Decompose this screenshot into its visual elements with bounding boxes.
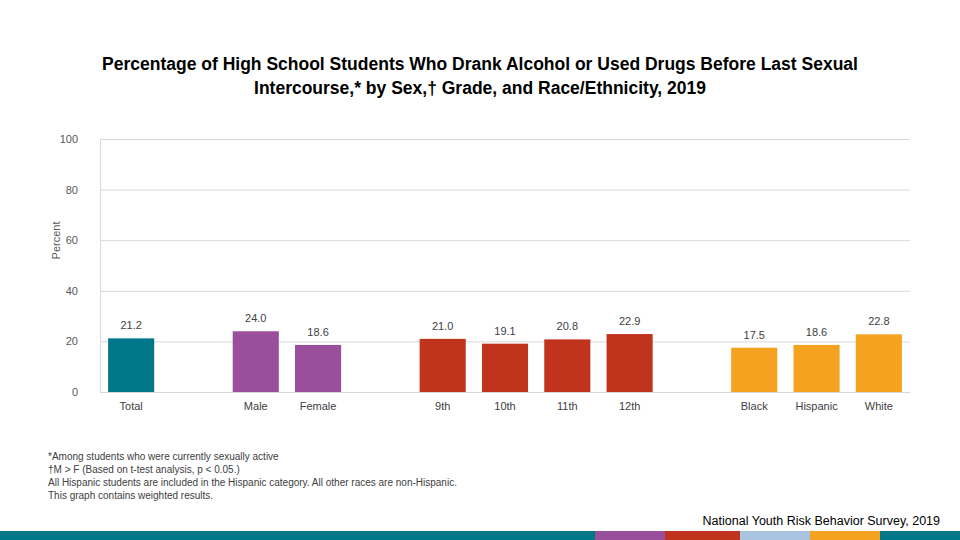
chart-title-line: Intercourse,* by Sex,† Grade, and Race/E…	[254, 78, 706, 98]
x-tick-label: Hispanic	[795, 400, 838, 412]
data-label: 22.9	[619, 315, 640, 327]
decor-strip-segment	[595, 531, 665, 540]
bars	[108, 331, 902, 392]
footnote: This graph contains weighted results.	[48, 490, 213, 501]
y-tick: 40	[66, 285, 910, 297]
data-label: 19.1	[494, 325, 515, 337]
data-label: 20.8	[557, 320, 578, 332]
y-tick-label: 80	[66, 184, 78, 196]
bar	[856, 334, 902, 392]
grid-line	[100, 240, 910, 241]
y-tick-label: 20	[66, 335, 78, 347]
chart-container: Percentage of High School Students Who D…	[0, 0, 960, 540]
x-tick: 12th	[619, 400, 640, 412]
bar	[544, 339, 590, 392]
chart-title-line: Percentage of High School Students Who D…	[102, 54, 858, 74]
data-label: 17.5	[744, 329, 765, 341]
y-tick-label: 60	[66, 234, 78, 246]
x-tick: White	[865, 400, 893, 412]
x-tick-label: Female	[300, 400, 337, 412]
decor-strip-segment	[740, 531, 810, 540]
decor-strip-segment	[665, 531, 740, 540]
x-tick-label: 10th	[494, 400, 515, 412]
x-axis-line	[101, 392, 911, 393]
x-tick: Total	[120, 400, 143, 412]
x-tick-label: Total	[120, 400, 143, 412]
x-tick-label: 12th	[619, 400, 640, 412]
y-tick: 80	[66, 184, 910, 196]
grid-line	[100, 392, 910, 393]
grid-line	[100, 291, 910, 292]
x-tick-label: White	[865, 400, 893, 412]
x-tick-label: Black	[741, 400, 768, 412]
y-axis: 0 20 40 60 80 100	[60, 133, 910, 398]
footnotes: *Among students who were currently sexua…	[48, 451, 457, 501]
x-tick: 9th	[435, 400, 450, 412]
x-tick: Female	[300, 400, 337, 412]
y-axis-line	[101, 140, 911, 393]
data-labels: 21.2 24.0 18.6 21.0 19.1 20.8 22.9 17.5 18.6 22.8	[120, 312, 889, 340]
x-tick: 11th	[557, 400, 578, 412]
bar	[793, 345, 839, 392]
bar	[108, 338, 154, 392]
x-tick: Black	[741, 400, 768, 412]
x-tick-label: 11th	[557, 400, 578, 412]
decor-strip-segment	[0, 531, 595, 540]
bar	[482, 344, 528, 392]
grid-line	[100, 190, 910, 191]
decor-strip-segment	[880, 531, 960, 540]
data-label: 18.6	[307, 326, 328, 338]
x-tick-label: 9th	[435, 400, 450, 412]
y-tick-label: 0	[72, 386, 78, 398]
decor-strip	[0, 531, 960, 540]
y-tick: 60	[66, 234, 910, 246]
y-tick: 100	[60, 133, 910, 145]
grid-line	[100, 139, 910, 140]
data-label: 21.2	[120, 319, 141, 331]
bar	[607, 334, 653, 392]
bar	[420, 339, 466, 392]
chart-title: Percentage of High School Students Who D…	[102, 54, 858, 98]
data-label: 24.0	[245, 312, 266, 324]
x-tick: 10th	[494, 400, 515, 412]
bar	[731, 348, 777, 392]
data-label: 21.0	[432, 320, 453, 332]
x-tick: Hispanic	[795, 400, 838, 412]
footnote: *Among students who were currently sexua…	[48, 451, 279, 462]
grid-line	[100, 341, 910, 342]
x-tick-label: Male	[244, 400, 268, 412]
footnote: All Hispanic students are included in th…	[48, 477, 457, 488]
bar	[233, 331, 279, 392]
chart-svg: Percentage of High School Students Who D…	[0, 0, 960, 540]
x-axis: Total Male Female 9th 10th 11th 12th Black Hispa…	[101, 393, 911, 412]
y-tick-label: 40	[66, 285, 78, 297]
footnote: †M > F (Based on t-test analysis, p < 0.…	[48, 464, 240, 475]
bar	[295, 345, 341, 392]
source: National Youth Risk Behavior Survey, 201…	[703, 514, 940, 528]
data-label: 18.6	[806, 326, 827, 338]
decor-strip-segment	[810, 531, 880, 540]
x-tick: Male	[244, 400, 268, 412]
y-tick-label: 100	[60, 133, 78, 145]
y-axis-title: Percent	[50, 222, 62, 260]
data-label: 22.8	[868, 315, 889, 327]
